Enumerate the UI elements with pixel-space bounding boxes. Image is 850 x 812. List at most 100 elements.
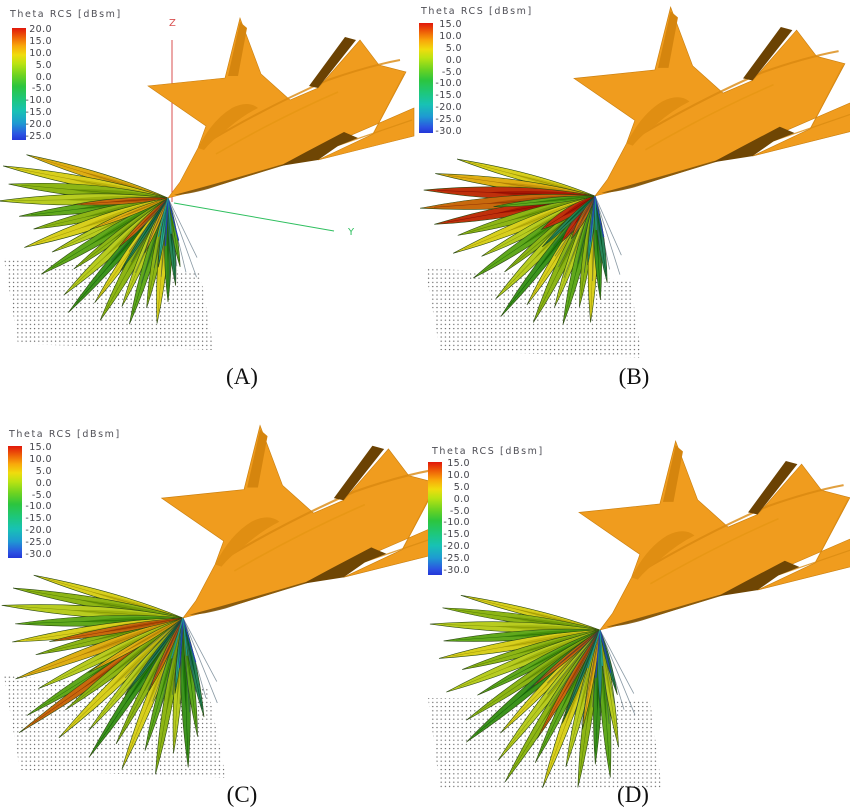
y-axis-line <box>173 202 335 232</box>
colorbar-tick: -10.0 <box>435 78 462 90</box>
z-axis-label: Z <box>169 18 176 29</box>
sweep-spoke <box>182 617 197 692</box>
colorbar-tick: 5.0 <box>453 481 470 493</box>
sweep-spoke <box>527 629 601 691</box>
colorbar-ticks-a: 20.0 15.0 10.0 5.0 0.0 -5.0 -10.0 -15.0 -20.0 -25… <box>20 24 52 143</box>
colorbar-tick: 15.0 <box>447 458 470 469</box>
accent-spoke <box>595 629 601 678</box>
colorbar-gradient-b <box>419 23 433 133</box>
sweep-spoke <box>548 629 601 707</box>
panel-label-a: (A) <box>226 364 258 389</box>
panel-label-c: (C) <box>226 782 258 807</box>
sweep-spoke <box>152 617 184 702</box>
colorbar-gradient-c <box>8 446 22 558</box>
accent-spoke <box>599 629 612 673</box>
sweep-spoke <box>553 195 596 246</box>
sweep-spoke <box>592 195 596 281</box>
scene-panel-c <box>1 424 435 778</box>
rcs-lobe-pattern <box>419 158 608 325</box>
y-axis-label: Y <box>347 227 355 238</box>
colorbar-tick: -10.0 <box>443 517 470 529</box>
colorbar-gradient-d <box>428 462 442 575</box>
sweep-spoke <box>147 617 184 691</box>
colorbar-tick: 0.0 <box>445 54 462 66</box>
colorbar-tick: -5.0 <box>31 83 52 95</box>
colorbar-tick: -5.0 <box>449 505 470 517</box>
accent-spoke <box>157 197 169 237</box>
sweep-spoke <box>594 195 621 275</box>
sweep-spoke <box>547 629 601 684</box>
accent-spoke <box>182 617 197 663</box>
sweep-spoke <box>140 197 169 284</box>
colorbar-tick: -15.0 <box>435 90 462 102</box>
colorbar-tick: 10.0 <box>29 47 52 59</box>
sweep-spoke <box>124 617 184 679</box>
scene-panel-b <box>419 5 850 358</box>
colorbar-title-a: Theta RCS [dBsm] <box>10 9 122 20</box>
colorbar-tick: -25.0 <box>25 537 52 549</box>
sweep-spoke <box>167 197 197 278</box>
scene-panel-a: ZY <box>0 17 415 350</box>
colorbar-tick: -15.0 <box>25 513 52 525</box>
colorbar-tick: 5.0 <box>35 465 52 477</box>
accent-spoke <box>587 629 601 669</box>
colorbar-tick: 5.0 <box>35 59 52 71</box>
accent-spoke <box>589 195 596 242</box>
colorbar-tick: -10.0 <box>25 501 52 513</box>
colorbar-tick: -20.0 <box>25 119 52 131</box>
colorbar-tick: 0.0 <box>35 477 52 489</box>
colorbar-tick: -30.0 <box>443 565 470 577</box>
colorbar-tick: -20.0 <box>25 525 52 537</box>
fighter-jet <box>147 17 415 199</box>
sweep-spoke <box>134 197 169 274</box>
colorbar-tick: -25.0 <box>443 553 470 565</box>
fighter-jet <box>572 5 850 198</box>
accent-spoke <box>167 197 180 241</box>
colorbar-tick: -15.0 <box>25 107 52 119</box>
sweep-spoke <box>563 195 596 278</box>
sweep-spoke <box>126 617 184 691</box>
scene-panel-d <box>428 439 850 790</box>
colorbar-title-b: Theta RCS [dBsm] <box>421 6 533 17</box>
ground-dot-grid <box>425 268 642 358</box>
colorbar-tick: 10.0 <box>439 30 462 42</box>
colorbar-tick: 0.0 <box>35 71 52 83</box>
sweep-spoke <box>128 197 169 252</box>
colorbar-tick: 15.0 <box>439 19 462 30</box>
sweep-spoke <box>594 195 622 256</box>
rcs-lobe-pattern <box>1 574 205 775</box>
sweep-spoke <box>568 629 601 705</box>
fighter-jet <box>577 439 850 632</box>
sweep-spoke <box>182 617 218 704</box>
sweep-spoke <box>171 617 184 695</box>
sweep-spoke <box>182 617 218 682</box>
colorbar-tick: -20.0 <box>443 541 470 553</box>
colorbar-tick: -30.0 <box>25 549 52 561</box>
colorbar-tick: 15.0 <box>29 442 52 453</box>
colorbar-ticks-b: 15.0 10.0 5.0 0.0 -5.0 -10.0 -15.0 -20.0 -25.0 -3… <box>430 19 462 138</box>
sweep-spoke <box>167 197 171 285</box>
fighter-jet <box>160 424 435 620</box>
colorbar-gradient-a <box>12 28 26 140</box>
rcs-lobe-pattern <box>0 154 181 325</box>
sweep-spoke <box>554 195 596 257</box>
accent-spoke <box>182 617 188 656</box>
sweep-spoke <box>130 197 169 263</box>
colorbar-ticks-d: 15.0 10.0 5.0 0.0 -5.0 -10.0 -15.0 -20.0 -25.0 -3… <box>436 458 470 577</box>
accent-spoke <box>164 197 169 246</box>
sweep-spoke <box>580 629 601 726</box>
colorbar-title-c: Theta RCS [dBsm] <box>9 429 121 440</box>
sweep-spoke <box>558 195 596 268</box>
sweep-spoke <box>565 629 601 694</box>
sweep-spoke <box>125 617 184 667</box>
sweep-spoke <box>577 195 596 264</box>
sweep-spoke <box>144 617 184 680</box>
colorbar-tick: 5.0 <box>445 42 462 54</box>
sweep-spoke <box>599 629 636 715</box>
accent-spoke <box>167 197 172 234</box>
colorbar-tick: -15.0 <box>443 529 470 541</box>
colorbar-tick: -25.0 <box>435 114 462 126</box>
sweep-spoke <box>599 629 615 704</box>
colorbar-tick: 10.0 <box>29 453 52 465</box>
sweep-spoke <box>599 629 635 694</box>
